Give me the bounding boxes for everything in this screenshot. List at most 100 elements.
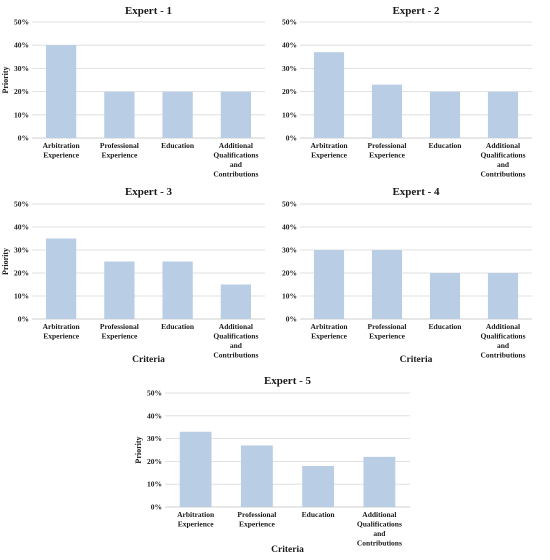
bar (104, 261, 135, 319)
bar (487, 273, 519, 319)
x-tick-label: Arbitration (43, 322, 81, 331)
bar (313, 250, 345, 319)
x-tick-label: Education (161, 322, 195, 331)
bar (162, 261, 193, 319)
x-tick-label: Qualifications (480, 151, 525, 160)
y-tick-label: 20% (282, 269, 297, 278)
chart-panel-expert-2: Expert - 2 0% 10% 20% 30% 40% 50% Arbitration Ex… (282, 5, 532, 179)
y-tick-label: 40% (14, 41, 29, 50)
x-tick-label: Additional (362, 510, 396, 519)
x-tick-label: Contributions (213, 170, 258, 179)
x-tick-label: Additional (486, 322, 520, 331)
x-tick-label: Education (429, 322, 463, 331)
y-tick-label: 0% (151, 503, 162, 512)
x-tick-label: Experience (311, 332, 347, 341)
y-tick-label: 40% (147, 411, 162, 420)
y-tick-label: 50% (282, 18, 297, 27)
x-tick-label: Experience (101, 332, 137, 341)
chart-title: Expert - 5 (264, 375, 312, 387)
bar (179, 431, 212, 507)
x-tick-label: Professional (100, 141, 139, 150)
x-tick-label: Arbitration (177, 510, 215, 519)
x-tick-label: and (230, 160, 243, 169)
chart-panel-expert-3: Expert - 3 0% 10% 20% 30% 40% 50% Priority Arbit… (1, 186, 265, 365)
x-axis-label: Criteria (400, 355, 433, 365)
x-axis-label: Criteria (271, 545, 304, 555)
chart-title: Expert - 4 (392, 186, 440, 198)
y-tick-label: 50% (14, 18, 29, 27)
x-tick-label: Education (429, 141, 463, 150)
y-tick-label: 30% (282, 64, 297, 73)
y-tick-label: 10% (282, 292, 297, 301)
chart-title: Expert - 2 (392, 5, 440, 17)
x-tick-label: Arbitration (43, 141, 81, 150)
chart-panel-expert-5: Expert - 5 0% 10% 20% 30% 40% 50% Priority Arbit… (134, 375, 410, 555)
x-tick-label: Additional (486, 141, 520, 150)
x-tick-label: Additional (219, 141, 253, 150)
x-tick-label: Contributions (480, 170, 525, 179)
bar (302, 465, 335, 507)
y-tick-label: 20% (14, 87, 29, 96)
y-tick-label: 30% (282, 246, 297, 255)
x-tick-label: and (497, 160, 510, 169)
x-tick-label: Professional (100, 322, 139, 331)
x-tick-label: Qualifications (480, 332, 525, 341)
y-tick-label: 0% (18, 134, 29, 143)
x-tick-label: and (373, 529, 386, 538)
x-tick-label: Experience (43, 332, 79, 341)
y-axis-label: Priority (134, 436, 143, 463)
y-tick-label: 20% (282, 87, 297, 96)
y-tick-label: 10% (14, 110, 29, 119)
y-tick-label: 10% (14, 292, 29, 301)
x-tick-label: Contributions (357, 539, 402, 548)
bar (240, 445, 273, 507)
bar (45, 45, 77, 139)
bar (45, 238, 77, 319)
y-axis-label: Priority (1, 66, 10, 93)
y-tick-label: 20% (147, 457, 162, 466)
bar (220, 91, 252, 138)
y-axis-label: Priority (1, 248, 10, 275)
y-tick-label: 10% (147, 480, 162, 489)
y-tick-label: 0% (286, 134, 297, 143)
x-tick-label: and (230, 341, 243, 350)
x-tick-label: and (497, 341, 510, 350)
bar (363, 456, 396, 507)
x-tick-label: Education (302, 510, 336, 519)
x-tick-label: Education (161, 141, 195, 150)
x-tick-label: Arbitration (310, 141, 348, 150)
y-tick-label: 50% (14, 200, 29, 209)
x-tick-label: Contributions (213, 351, 258, 360)
y-tick-label: 30% (147, 434, 162, 443)
bar (313, 52, 345, 138)
chart-title: Expert - 3 (125, 186, 173, 198)
chart-panel-expert-1: Expert - 1 0% 10% 20% 30% 40% 50% Priority Arbit… (1, 5, 265, 179)
y-tick-label: 50% (147, 389, 162, 398)
x-tick-label: Experience (369, 151, 405, 160)
x-tick-label: Experience (101, 151, 137, 160)
y-tick-label: 0% (286, 315, 297, 324)
y-tick-label: 10% (282, 110, 297, 119)
x-tick-label: Arbitration (310, 322, 348, 331)
bar (104, 91, 135, 138)
x-tick-label: Additional (219, 322, 253, 331)
bar (487, 91, 519, 138)
y-tick-label: 20% (14, 269, 29, 278)
y-tick-label: 50% (282, 200, 297, 209)
bar (429, 91, 461, 138)
y-tick-label: 40% (282, 41, 297, 50)
bar (220, 284, 252, 319)
x-tick-label: Experience (43, 151, 79, 160)
x-tick-label: Professional (367, 322, 406, 331)
bar (162, 91, 193, 138)
chart-title: Expert - 1 (125, 5, 172, 17)
x-tick-label: Professional (367, 141, 406, 150)
x-tick-label: Qualifications (357, 520, 402, 529)
x-tick-label: Professional (237, 510, 276, 519)
y-tick-label: 30% (14, 64, 29, 73)
chart-panel-expert-4: Expert - 4 0% 10% 20% 30% 40% 50% ArbitrationEx… (282, 186, 532, 365)
x-tick-label: Qualifications (213, 332, 258, 341)
bar (371, 84, 403, 138)
y-tick-label: 40% (282, 223, 297, 232)
